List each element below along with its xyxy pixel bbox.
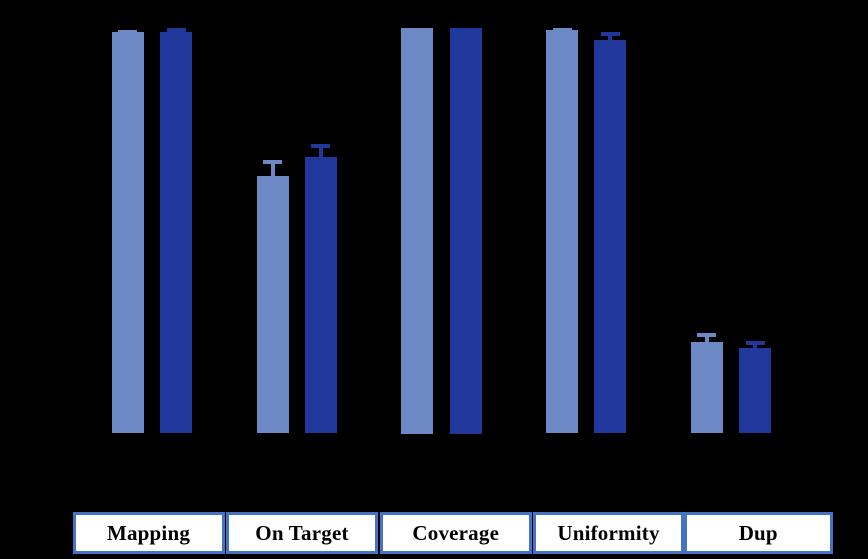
error-bar-cap (745, 341, 765, 346)
category-box-coverage: Coverage (380, 512, 532, 554)
error-bar-whisker (753, 341, 758, 352)
bar-coverage-dark-blue-series (449, 28, 482, 434)
error-bar-cap (600, 31, 620, 36)
bar-dup-light-blue-series (690, 341, 723, 434)
bar-coverage-light-blue-series (401, 28, 434, 434)
error-bar-cap (166, 28, 186, 32)
category-label: Dup (738, 520, 778, 545)
category-label: On Target (255, 520, 349, 545)
bar-mapping-dark-blue-series (160, 32, 192, 434)
error-bar-whisker (270, 159, 275, 179)
category-box-uniformity: Uniformity (533, 512, 684, 554)
bar-uniformity-light-blue-series (546, 30, 579, 434)
category-box-mapping: Mapping (72, 512, 225, 554)
bar-dup-dark-blue-series (739, 348, 772, 434)
error-bar-cap (118, 30, 138, 35)
error-bar-cap (311, 144, 331, 149)
category-label: Coverage (412, 520, 500, 545)
category-box-dup: Dup (683, 512, 833, 554)
bar-mapping-light-blue-series (111, 32, 144, 434)
error-bar-cap (263, 159, 282, 164)
error-bar-whisker (608, 31, 613, 43)
bar-on-target-dark-blue-series (304, 156, 337, 434)
error-bar-cap (552, 28, 572, 32)
category-label: Uniformity (557, 520, 660, 545)
bar-on-target-light-blue-series (256, 175, 289, 434)
bar-uniformity-dark-blue-series (594, 39, 627, 434)
category-box-on-target: On Target (226, 512, 378, 554)
error-bar-whisker (704, 333, 709, 345)
category-label: Mapping (106, 520, 191, 545)
error-bar-cap (697, 333, 717, 338)
error-bar-whisker (318, 144, 323, 160)
